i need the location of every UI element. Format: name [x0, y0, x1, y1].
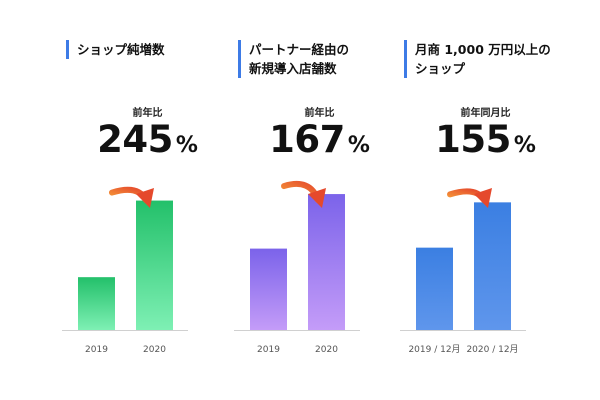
chart-title: ショップ純増数 — [66, 40, 242, 59]
x-tick-label: 2019 — [257, 345, 280, 355]
chart-title: パートナー経由の 新規導入店舗数 — [238, 40, 414, 78]
yoy-label: 前年同月比 — [460, 108, 511, 119]
bar-2020 — [136, 200, 173, 330]
yoy-value-number: 155 — [435, 118, 511, 161]
yoy-value: 245% — [60, 118, 235, 161]
x-tick-label: 2020 — [143, 345, 166, 355]
x-tick-label: 2019 — [85, 345, 108, 355]
trend-up-arrow-icon — [109, 186, 154, 208]
yoy-label: 前年比 — [304, 108, 335, 119]
yoy-value-unit: % — [513, 133, 536, 158]
bar-chart: 2019 / 12月 2020 / 12月 — [400, 188, 526, 355]
bar-2019 — [250, 248, 287, 330]
yoy-value-unit: % — [175, 133, 198, 158]
yoy-value: 155% — [398, 118, 573, 161]
yoy-label: 前年比 — [132, 108, 163, 119]
chart-title: 月商 1,000 万円以上の ショップ — [404, 40, 580, 78]
bar-2019-12 — [416, 247, 453, 330]
yoy-value-number: 245 — [97, 118, 173, 161]
chart-panel-shop-growth: ショップ純増数 前年比 245% 2019 2020 — [60, 0, 235, 400]
x-tick-label: 2020 / 12月 — [466, 344, 518, 355]
bar-2020 — [308, 194, 345, 330]
yoy-value: 167% — [232, 118, 407, 161]
trend-up-arrow-icon — [281, 180, 326, 208]
bar-2020-12 — [474, 202, 511, 330]
yoy-value-number: 167 — [269, 118, 345, 161]
bar-chart: 2019 2020 — [234, 180, 360, 355]
bar-2019 — [78, 277, 115, 330]
x-tick-label: 2020 — [315, 345, 338, 355]
x-tick-label: 2019 / 12月 — [408, 344, 460, 355]
trend-up-arrow-icon — [447, 188, 492, 208]
chart-panel-high-sales-shops: 月商 1,000 万円以上の ショップ 前年同月比 155% 2019 / 12… — [398, 0, 573, 400]
yoy-value-unit: % — [347, 133, 370, 158]
bar-chart: 2019 2020 — [62, 186, 188, 355]
chart-panel-partner-stores: パートナー経由の 新規導入店舗数 前年比 167% 2019 2020 — [232, 0, 407, 400]
